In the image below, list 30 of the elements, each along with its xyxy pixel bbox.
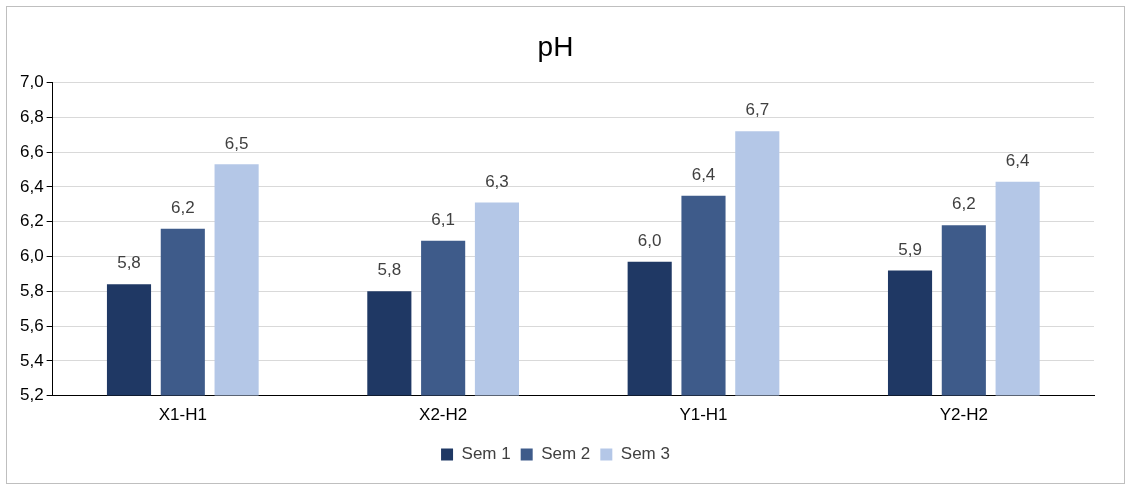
legend-label: Sem 1 (461, 444, 511, 464)
y-tick-label: 6,4 (19, 176, 44, 196)
data-label: 5,8 (117, 253, 141, 273)
x-tick-label: X1-H1 (158, 405, 207, 425)
chart-title: pH (537, 30, 574, 62)
x-tick-label: Y1-H1 (679, 405, 728, 425)
data-label: 6,4 (1005, 150, 1030, 170)
x-tick-label: Y2-H2 (939, 405, 988, 425)
data-label: 6,7 (745, 100, 770, 120)
data-label: 6,0 (637, 230, 662, 250)
legend-label: Sem 3 (620, 444, 670, 464)
data-label: 6,5 (224, 133, 249, 153)
y-tick-label: 5,4 (19, 350, 44, 370)
data-label: 6,3 (485, 171, 509, 191)
y-tick-label: 6,0 (19, 246, 44, 266)
y-tick-label: 6,2 (19, 211, 44, 231)
y-tick-label: 6,6 (19, 141, 44, 161)
legend-label: Sem 2 (541, 444, 591, 464)
data-label: 6,2 (952, 194, 976, 214)
y-tick-label: 6,8 (19, 107, 44, 127)
y-tick-label: 5,2 (19, 385, 44, 405)
y-tick-label: 7,0 (19, 72, 44, 92)
y-tick-label: 5,8 (19, 280, 44, 300)
data-label: 6,1 (431, 210, 455, 230)
data-label: 6,2 (170, 197, 195, 217)
data-label: 5,9 (898, 239, 922, 259)
x-tick-label: X2-H2 (419, 405, 468, 425)
y-tick-label: 5,6 (19, 315, 44, 335)
data-label: 5,8 (377, 260, 402, 280)
data-label: 6,4 (691, 164, 716, 184)
